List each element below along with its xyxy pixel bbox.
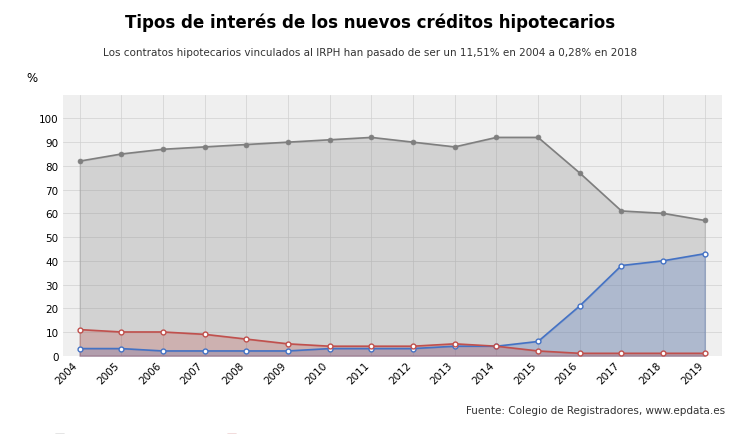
Text: Tipos de interés de los nuevos créditos hipotecarios: Tipos de interés de los nuevos créditos …: [125, 13, 615, 32]
Text: %: %: [27, 72, 38, 85]
Text: Los contratos hipotecarios vinculados al IRPH han pasado de ser un 11,51% en 200: Los contratos hipotecarios vinculados al…: [103, 48, 637, 58]
Text: Fuente: Colegio de Registradores, www.epdata.es: Fuente: Colegio de Registradores, www.ep…: [466, 405, 725, 415]
